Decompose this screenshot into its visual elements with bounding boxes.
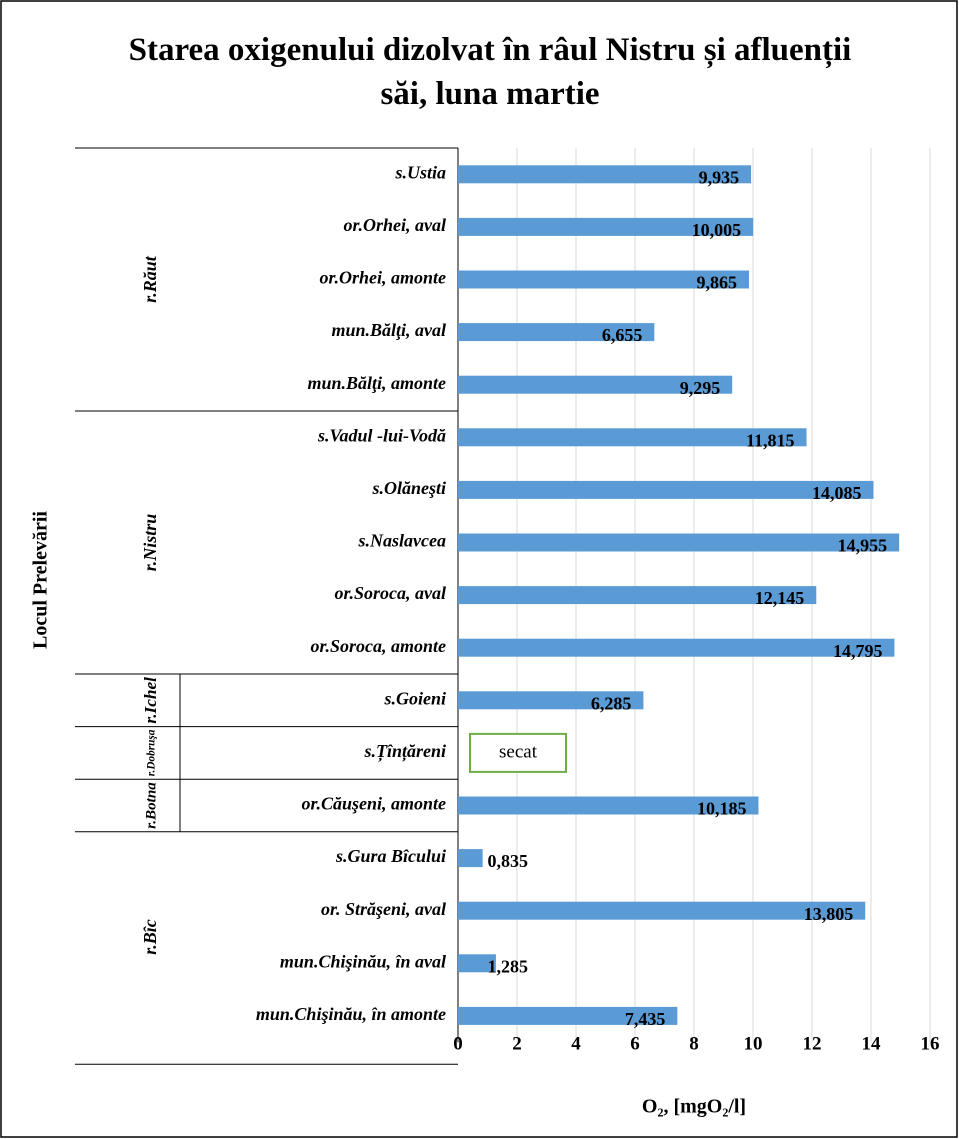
category-label: s.Goieni: [383, 688, 446, 708]
category-label: mun.Chişinău, în amonte: [256, 1004, 446, 1024]
category-label: or.Căuşeni, amonte: [301, 794, 446, 814]
category-label: or.Soroca, amonte: [310, 636, 446, 656]
category-label: or.Orhei, amonte: [319, 268, 446, 288]
x-tick-label: 0: [453, 1033, 463, 1054]
value-label: 11,815: [746, 430, 795, 450]
group-label: r.Răut: [140, 255, 160, 303]
bar: [458, 428, 807, 447]
value-label: 14,795: [833, 641, 883, 661]
x-tick-label: 12: [803, 1033, 822, 1054]
x-axis-title: O₂, [mgO₂/l]: [642, 1096, 746, 1118]
annotation-box: [469, 732, 567, 773]
value-label: 6,655: [602, 325, 643, 345]
bar: [458, 796, 759, 815]
value-label: 7,435: [625, 1009, 666, 1029]
category-label: mun.Bălţi, amonte: [307, 373, 446, 393]
group-label: r.Botna: [143, 782, 159, 829]
group-label: r.Nistru: [140, 514, 160, 572]
bar: [458, 586, 817, 605]
value-label: 9,295: [680, 378, 721, 398]
category-label: s.Olăneşti: [371, 478, 446, 498]
group-label: r.Ichel: [141, 677, 160, 724]
chart-title: Starea oxigenului dizolvat în râul Nistr…: [128, 32, 852, 112]
value-label: 9,935: [699, 167, 740, 187]
category-label: mun.Chişinău, în aval: [280, 951, 446, 971]
bar: [458, 323, 655, 342]
category-label: or.Orhei, aval: [343, 215, 446, 235]
category-label: mun.Bălţi, aval: [331, 320, 446, 340]
value-label: 0,835: [488, 851, 529, 871]
value-label: 6,285: [591, 693, 632, 713]
bar: [458, 375, 733, 394]
annotation: secat: [499, 741, 538, 762]
bar: [458, 638, 895, 657]
bar: [458, 533, 900, 552]
bar: [458, 901, 866, 920]
value-label: 1,285: [488, 956, 529, 976]
y-axis-title: Locul Prelevării: [30, 511, 52, 649]
category-label: s.Vadul -lui-Vodă: [317, 425, 446, 445]
value-label: 9,865: [697, 273, 738, 293]
value-label: 10,185: [697, 799, 747, 819]
value-label: 14,085: [812, 483, 862, 503]
category-label: s.Țînțăreni: [363, 741, 446, 762]
value-label: 12,145: [755, 588, 805, 608]
bar: [458, 849, 483, 868]
x-tick-label: 4: [571, 1033, 581, 1054]
bar: [458, 954, 496, 973]
bar: [458, 480, 874, 499]
x-tick-label: 10: [744, 1033, 763, 1054]
value-label: 13,805: [804, 904, 854, 924]
title-box: Starea oxigenului dizolvat în râul Nistr…: [128, 32, 852, 112]
x-tick-label: 6: [630, 1033, 640, 1054]
category-label: or.Soroca, aval: [334, 583, 446, 603]
category-label: or. Străşeni, aval: [321, 899, 446, 919]
category-label: s.Ustia: [394, 162, 446, 182]
group-label: r.Dobruşa: [146, 729, 158, 776]
bar: [458, 1006, 678, 1025]
value-label: 10,005: [692, 220, 742, 240]
x-tick-label: 2: [512, 1033, 522, 1054]
bar: [458, 165, 752, 184]
x-tick-label: 8: [689, 1033, 699, 1054]
bar: [458, 691, 644, 710]
x-tick-label: 16: [921, 1033, 940, 1054]
value-label: 14,955: [838, 536, 888, 556]
group-label: r.Bîc: [140, 919, 160, 955]
x-tick-label: 14: [862, 1033, 882, 1054]
category-label: s.Gura Bîcului: [335, 846, 446, 866]
category-label: s.Naslavcea: [358, 531, 446, 551]
bar: [458, 270, 750, 289]
bar: [458, 217, 754, 236]
